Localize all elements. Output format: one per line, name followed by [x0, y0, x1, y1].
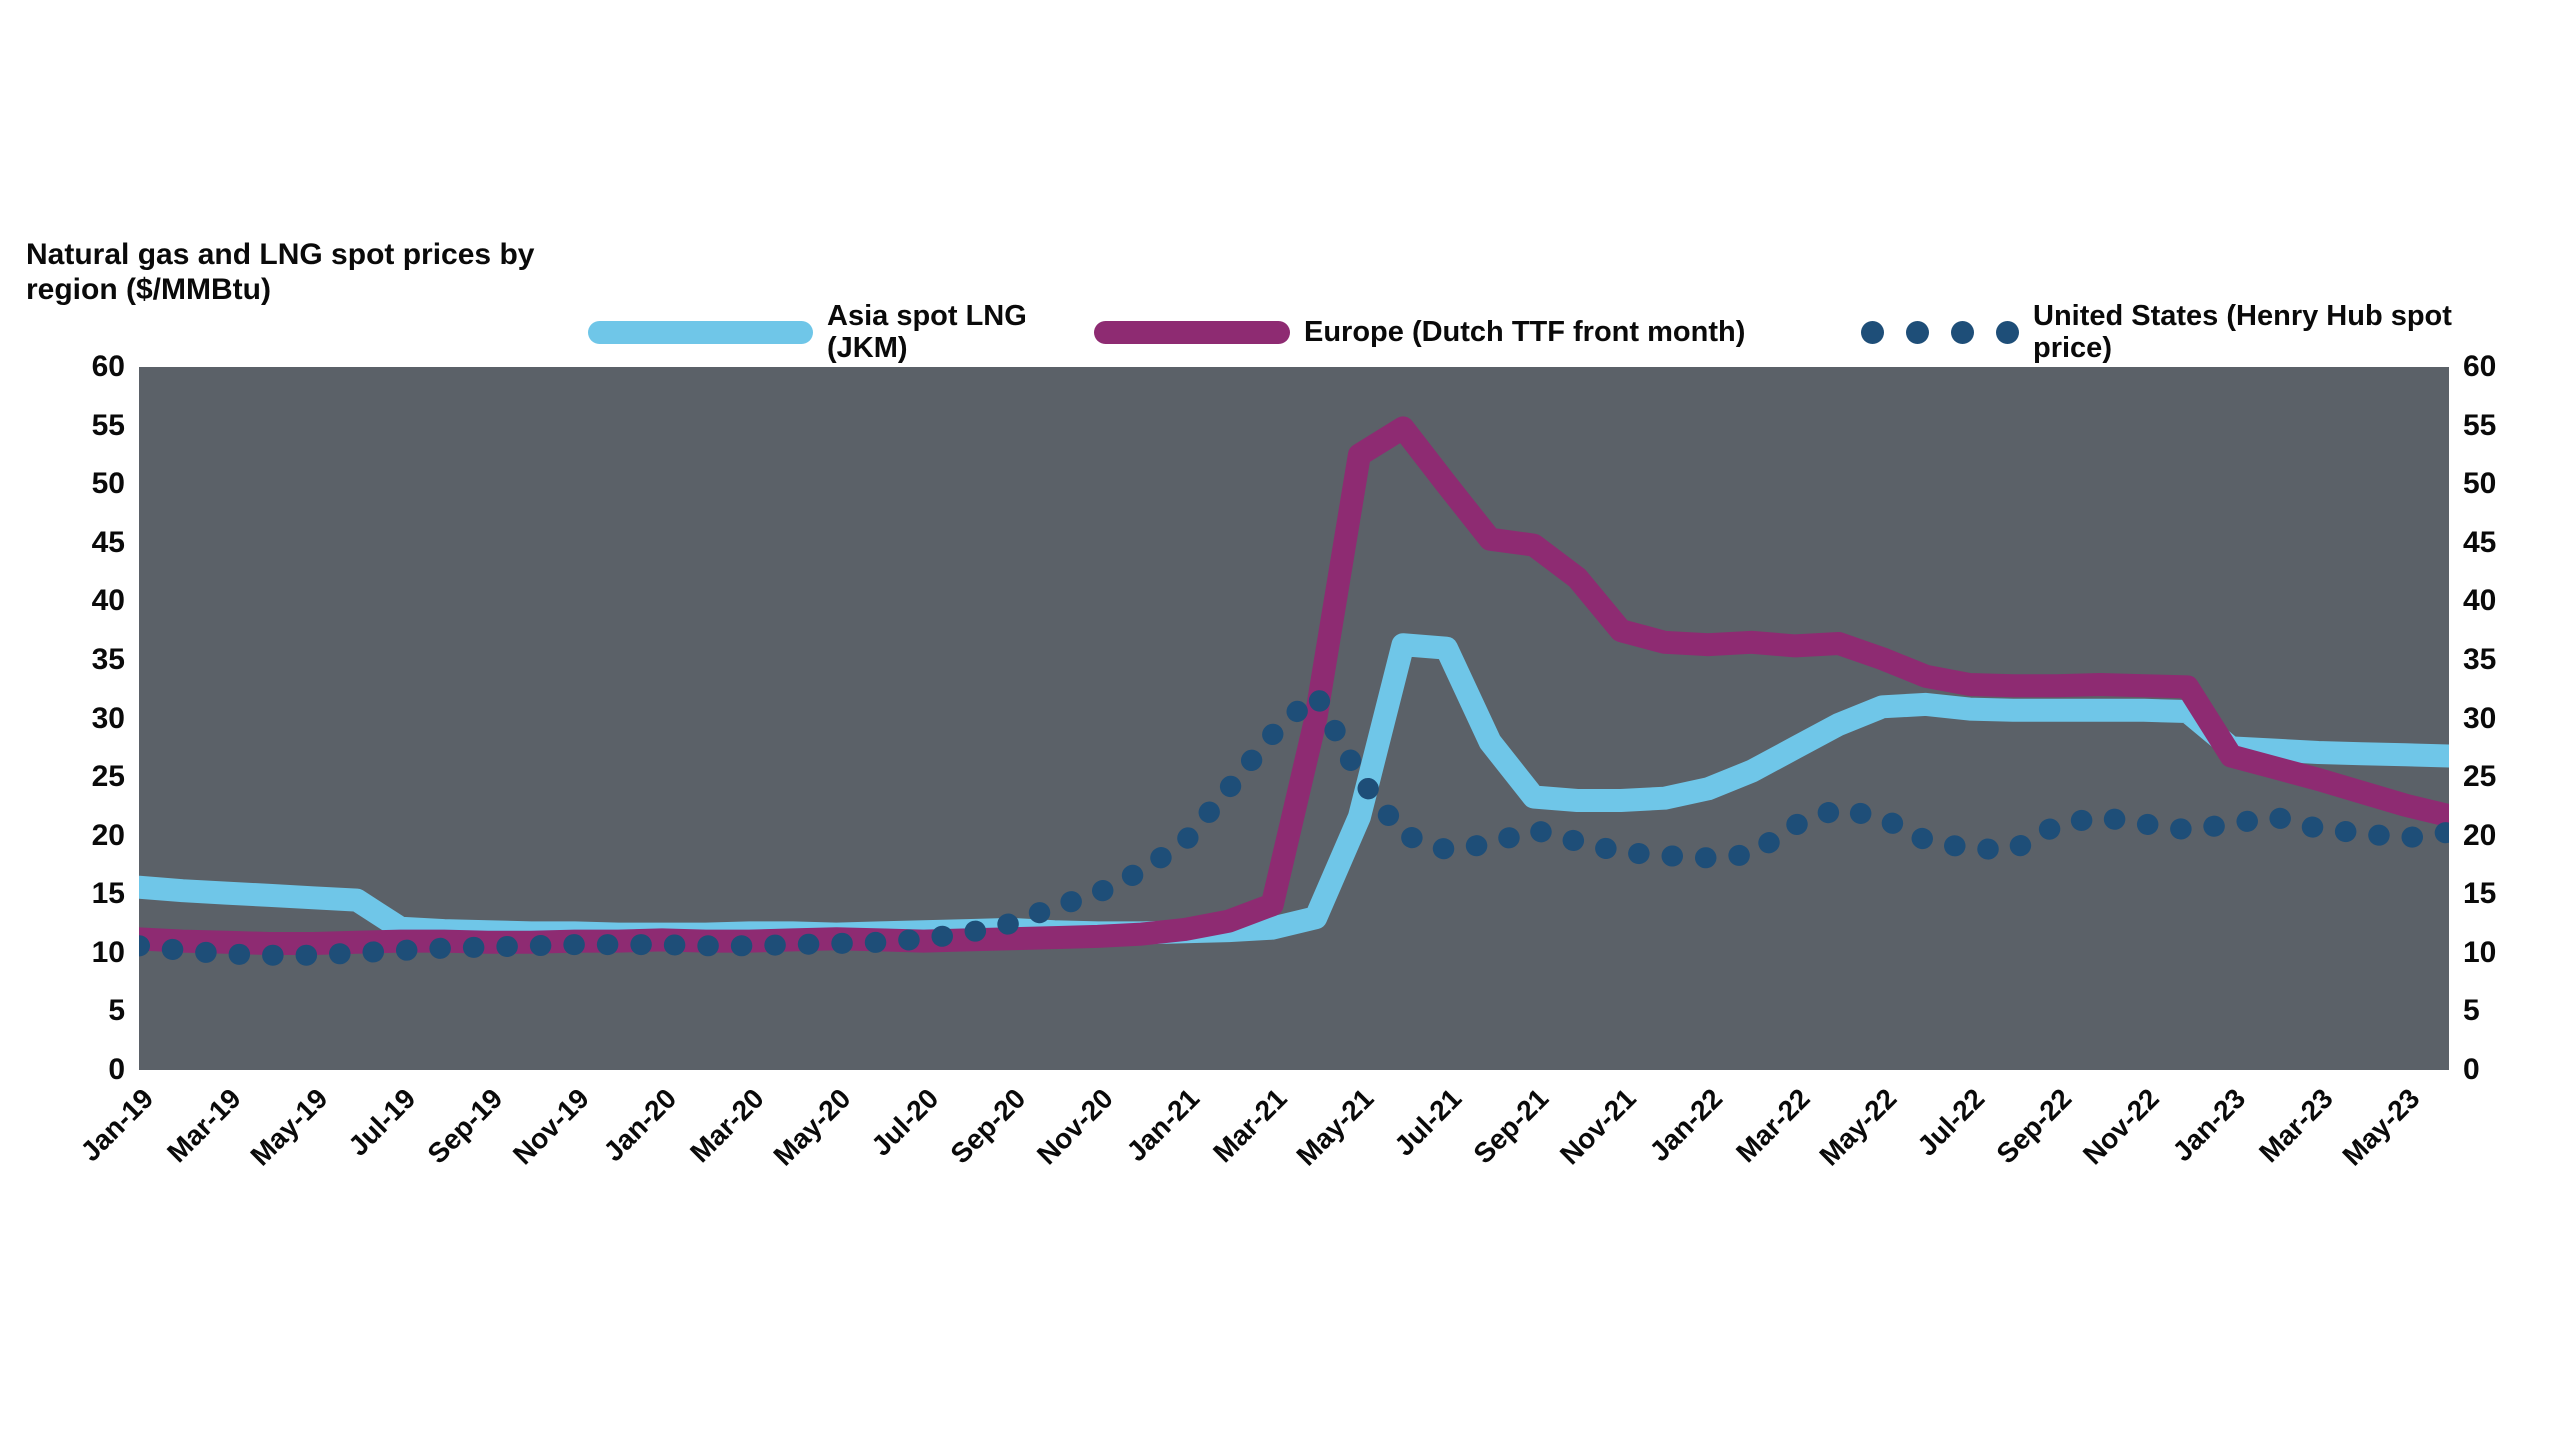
y-tick-label-left: 15 [91, 877, 125, 911]
chart-svg [139, 367, 2449, 1070]
x-tick-label: Jul-20 [864, 1082, 945, 1162]
y-tick-label-left: 20 [91, 818, 125, 852]
x-tick-label: May-21 [1290, 1082, 1380, 1172]
y-tick-label-right: 55 [2463, 408, 2497, 442]
y-tick-label-right: 45 [2463, 525, 2497, 559]
y-tick-label-right: 5 [2463, 994, 2480, 1028]
y-tick-label-left: 55 [91, 408, 125, 442]
legend-swatch-line-magenta [1094, 320, 1290, 344]
x-tick-label: Jul-22 [1910, 1082, 1991, 1162]
legend-swatch-line-light-blue [588, 320, 813, 344]
x-tick-label: May-20 [767, 1082, 857, 1172]
y-tick-label-right: 25 [2463, 760, 2497, 794]
x-tick-label: Nov-20 [1030, 1082, 1119, 1171]
y-tick-label-right: 35 [2463, 642, 2497, 676]
y-tick-label-left: 5 [108, 994, 125, 1028]
legend-swatch-dots-dark-blue [1861, 320, 2019, 344]
x-tick-label: Mar-21 [1206, 1082, 1293, 1169]
y-tick-label-left: 35 [91, 642, 125, 676]
x-tick-label: Jan-21 [1120, 1082, 1206, 1168]
x-tick-label: Jan-22 [1643, 1082, 1729, 1168]
x-tick-label: Mar-20 [683, 1082, 770, 1169]
x-tick-label: May-19 [244, 1082, 334, 1172]
y-tick-label-right: 40 [2463, 584, 2497, 618]
y-tick-label-right: 15 [2463, 877, 2497, 911]
legend-item-europe-ttf: Europe (Dutch TTF front month) [1094, 288, 1745, 376]
x-tick-label: Jan-19 [74, 1082, 160, 1168]
x-tick-label: Sep-22 [1990, 1082, 2078, 1170]
series-line-2 [139, 683, 2449, 966]
plot-area [139, 367, 2449, 1070]
x-tick-label: Jul-21 [1387, 1082, 1468, 1162]
y-tick-label-right: 10 [2463, 935, 2497, 969]
y-tick-label-right: 20 [2463, 818, 2497, 852]
legend-item-us-henry-hub: United States (Henry Hub spot price) [1861, 288, 2503, 376]
y-tick-label-left: 50 [91, 467, 125, 501]
legend-dot [1906, 320, 1929, 344]
x-tick-label: Mar-23 [2252, 1082, 2339, 1169]
x-tick-label: Sep-19 [421, 1082, 509, 1170]
x-tick-label: Nov-19 [507, 1082, 596, 1171]
y-tick-label-right: 30 [2463, 701, 2497, 735]
series-line-1 [139, 416, 2449, 955]
legend-dot [1861, 320, 1884, 344]
x-tick-label: May-22 [1813, 1082, 1903, 1172]
legend-dot [1951, 320, 1974, 344]
x-tick-label: Mar-19 [160, 1082, 247, 1169]
x-tick-label: Mar-22 [1729, 1082, 1816, 1169]
x-tick-label: Jan-20 [597, 1082, 683, 1168]
y-tick-label-left: 30 [91, 701, 125, 735]
legend-label-asia-jkm: Asia spot LNG (JKM) [827, 299, 1027, 364]
chart-title: Natural gas and LNG spot prices by regio… [26, 238, 535, 306]
y-tick-label-left: 25 [91, 760, 125, 794]
legend-dot [1996, 320, 2019, 344]
legend-label-europe-ttf: Europe (Dutch TTF front month) [1304, 315, 1746, 348]
legend-label-us-henry-hub: United States (Henry Hub spot price) [2033, 299, 2452, 364]
legend-item-asia-jkm: Asia spot LNG (JKM) [588, 288, 1107, 376]
y-tick-label-left: 10 [91, 935, 125, 969]
y-tick-label-right: 0 [2463, 1053, 2480, 1086]
y-tick-label-left: 45 [91, 525, 125, 559]
x-tick-label: Sep-20 [944, 1082, 1032, 1170]
y-tick-label-left: 0 [108, 1053, 125, 1086]
x-tick-label: Jul-19 [341, 1082, 422, 1162]
y-tick-label-left: 40 [91, 584, 125, 618]
y-tick-label-right: 50 [2463, 467, 2497, 501]
y-tick-label-left: 60 [91, 350, 125, 383]
x-tick-label: Sep-21 [1467, 1082, 1555, 1170]
y-tick-label-right: 60 [2463, 350, 2497, 383]
x-tick-label: May-23 [2336, 1082, 2426, 1172]
x-tick-label: Nov-21 [1553, 1082, 1642, 1171]
x-tick-label: Jan-23 [2166, 1082, 2252, 1168]
x-tick-label: Nov-22 [2076, 1082, 2165, 1171]
